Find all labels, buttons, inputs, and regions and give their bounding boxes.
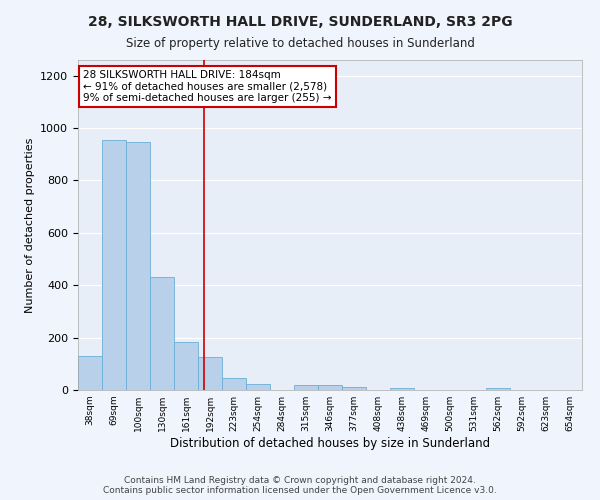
Bar (318, 386, 342, 390)
Bar (342, 388, 366, 390)
Text: Size of property relative to detached houses in Sunderland: Size of property relative to detached ho… (125, 38, 475, 51)
Text: Contains HM Land Registry data © Crown copyright and database right 2024.
Contai: Contains HM Land Registry data © Crown c… (103, 476, 497, 495)
Bar (390, 388, 414, 390)
X-axis label: Distribution of detached houses by size in Sunderland: Distribution of detached houses by size … (170, 437, 490, 450)
Bar (150, 278, 174, 390)
Bar (486, 388, 510, 390)
Bar (78, 356, 102, 390)
Bar (174, 342, 198, 390)
Bar (198, 358, 222, 390)
Text: 28 SILKSWORTH HALL DRIVE: 184sqm
← 91% of detached houses are smaller (2,578)
9%: 28 SILKSWORTH HALL DRIVE: 184sqm ← 91% o… (83, 70, 332, 103)
Bar (246, 384, 270, 390)
Bar (222, 378, 246, 390)
Y-axis label: Number of detached properties: Number of detached properties (25, 138, 35, 312)
Bar (102, 140, 126, 390)
Text: 28, SILKSWORTH HALL DRIVE, SUNDERLAND, SR3 2PG: 28, SILKSWORTH HALL DRIVE, SUNDERLAND, S… (88, 15, 512, 29)
Bar (294, 386, 318, 390)
Bar (126, 142, 150, 390)
